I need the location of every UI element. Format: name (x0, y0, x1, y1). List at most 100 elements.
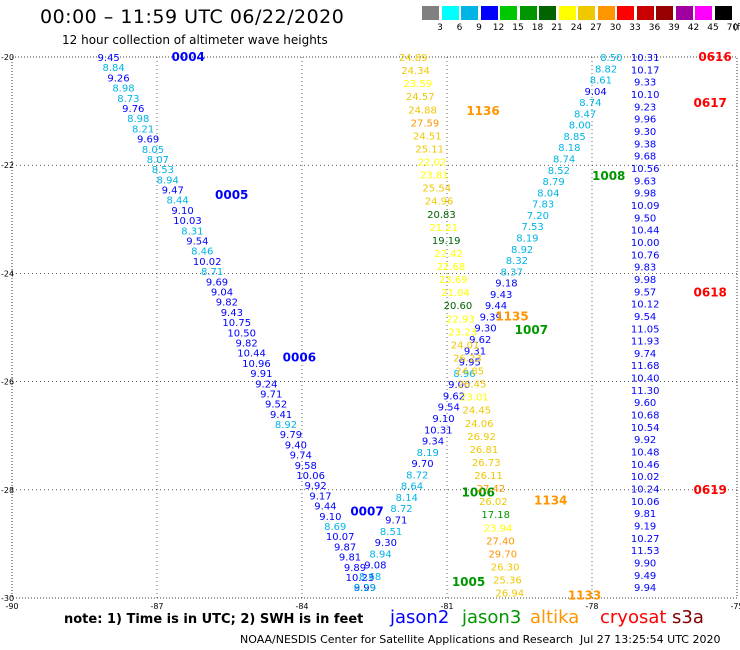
cryosat-swh-label: 9.60 (634, 398, 656, 409)
jason3-swh-label: 9.43 (490, 290, 512, 301)
altika-swh-label: 22.02 (418, 158, 447, 169)
colorbar-swatch-18 (519, 6, 538, 20)
cryosat-swh-label: 11.68 (631, 361, 660, 372)
colorbar-swatch-36 (636, 6, 655, 20)
cryosat-swh-label: 10.40 (631, 374, 660, 385)
cryosat-swh-label: 9.50 (634, 213, 656, 224)
jason2-swh-label: 8.71 (201, 267, 223, 278)
cryosat-swh-label: 10.06 (631, 497, 660, 508)
cryosat-swh-label: 10.02 (631, 472, 660, 483)
cryosat-swh-label: 9.63 (634, 176, 656, 187)
page-title: 00:00 – 11:59 UTC 06/22/2020 (40, 6, 345, 28)
jason2-swh-label: 8.73 (117, 94, 139, 105)
jason2-swh-label: 9.74 (290, 451, 312, 462)
jason2-swh-label: 9.87 (334, 542, 356, 553)
jason2-swh-label: 9.26 (107, 73, 129, 84)
jason2-swh-label: 9.79 (280, 430, 302, 441)
jason3-swh-label: 8.92 (511, 245, 533, 256)
jason2-swh-label: 10.06 (296, 471, 325, 482)
jason2-swh-label: 8.21 (132, 124, 154, 135)
x-tick-label: -75 (730, 602, 740, 611)
jason2-swh-label: 9.58 (295, 461, 317, 472)
x-tick-label: -90 (5, 602, 18, 611)
jason2-swh-label: 8.98 (127, 114, 149, 125)
jason2-swh-label: 9.76 (122, 104, 144, 115)
jason2-swh-label: 8.94 (157, 175, 179, 186)
colorbar-label-21: 21 (551, 23, 563, 33)
altika-swh-label: 24.01 (451, 340, 480, 351)
cryosat-swh-label: 9.94 (634, 583, 656, 594)
altika-swh-label: 24.85 (455, 367, 484, 378)
jason2-swh-label: 10.44 (237, 349, 266, 360)
x-tick-label: -81 (440, 602, 453, 611)
jason3-swh-label: 8.00 (569, 121, 591, 132)
altika-time-label: 1136 (466, 104, 499, 118)
jason2-swh-label: 9.17 (309, 491, 331, 502)
cryosat-swh-label: 9.30 (634, 127, 656, 138)
jason2-swh-label: 9.92 (304, 481, 326, 492)
jason2-swh-label: 9.10 (319, 512, 341, 523)
jason3-swh-label: 8.72 (406, 470, 428, 481)
jason3-swh-label: 9.04 (584, 87, 606, 98)
jason3-swh-label: 9.30 (375, 538, 397, 549)
jason2-swh-label: 8.98 (112, 84, 134, 95)
altika-swh-label: 22.68 (437, 262, 466, 273)
jason2-swh-label: 8.92 (275, 420, 297, 431)
jason2-swh-label: 9.81 (339, 553, 361, 564)
jason3-swh-label: 7.20 (527, 211, 549, 222)
altika-swh-label: 20.83 (427, 210, 456, 221)
altika-swh-label: 26.94 (496, 589, 525, 600)
jason2-time-label: 0007 (350, 504, 383, 518)
legend-altika: altika (530, 607, 580, 628)
cryosat-swh-label: 11.05 (631, 324, 660, 335)
cryosat-swh-label: 9.81 (634, 509, 656, 520)
jason3-swh-label: 9.71 (385, 515, 407, 526)
jason2-swh-label: 9.04 (211, 288, 233, 299)
jason3-swh-label: 8.37 (501, 267, 523, 278)
jason2-swh-label: 9.69 (137, 135, 159, 146)
jason2-time-label: 0006 (283, 350, 316, 364)
jason3-swh-label: 8.19 (516, 233, 538, 244)
cryosat-time-label: 0616 (698, 50, 731, 64)
altika-swh-label: 24.06 (465, 419, 494, 430)
jason2-swh-label: 8.31 (181, 226, 203, 237)
y-tick-label: -24 (1, 269, 14, 278)
jason3-swh-label: 8.68 (359, 572, 381, 583)
cryosat-swh-label: 11.30 (631, 386, 660, 397)
x-tick-label: -84 (295, 602, 308, 611)
jason3-swh-label: 8.64 (401, 482, 423, 493)
cryosat-swh-label: 9.96 (634, 115, 656, 126)
cryosat-swh-label: 10.46 (631, 460, 660, 471)
altika-swh-label: 23.59 (404, 79, 433, 90)
cryosat-swh-label: 9.68 (634, 152, 656, 163)
cryosat-swh-label: 10.27 (631, 534, 660, 545)
x-tick-label: -78 (585, 602, 598, 611)
colorbar-swatch-45 (695, 6, 713, 20)
colorbar-label-6: 6 (456, 23, 463, 33)
cryosat-swh-label: 9.49 (634, 571, 656, 582)
altika-swh-label: 29.70 (488, 549, 517, 560)
jason2-swh-label: 9.82 (216, 298, 238, 309)
colorbar-label-70: 70 (726, 23, 739, 33)
cryosat-swh-label: 10.54 (631, 423, 660, 434)
altika-swh-label: 22.93 (446, 314, 475, 325)
jason2-swh-label: 9.71 (260, 389, 282, 400)
colorbar-swatch-70 (714, 6, 733, 20)
cryosat-time-label: 0619 (694, 483, 727, 497)
colorbar-label-45: 45 (707, 23, 719, 33)
jason2-swh-label: 10.07 (326, 532, 355, 543)
colorbar-label-18: 18 (531, 23, 544, 33)
jason2-swh-label: 10.23 (346, 573, 375, 584)
jason3-swh-label: 9.30 (474, 324, 496, 335)
cryosat-swh-label: 10.24 (631, 485, 660, 496)
jason2-swh-label: 10.50 (227, 328, 256, 339)
altika-swh-label: 23.81 (420, 171, 449, 182)
cryosat-swh-label: 10.44 (631, 226, 660, 237)
cryosat-swh-label: 10.12 (631, 300, 660, 311)
cryosat-swh-label: 10.31 (631, 53, 660, 64)
altika-swh-label: 26.73 (472, 458, 501, 469)
altika-time-label: 1135 (495, 310, 528, 324)
cryosat-swh-label: 9.98 (634, 275, 656, 286)
cryosat-swh-label: 9.83 (634, 263, 656, 274)
colorbar-swatch-42 (675, 6, 694, 20)
